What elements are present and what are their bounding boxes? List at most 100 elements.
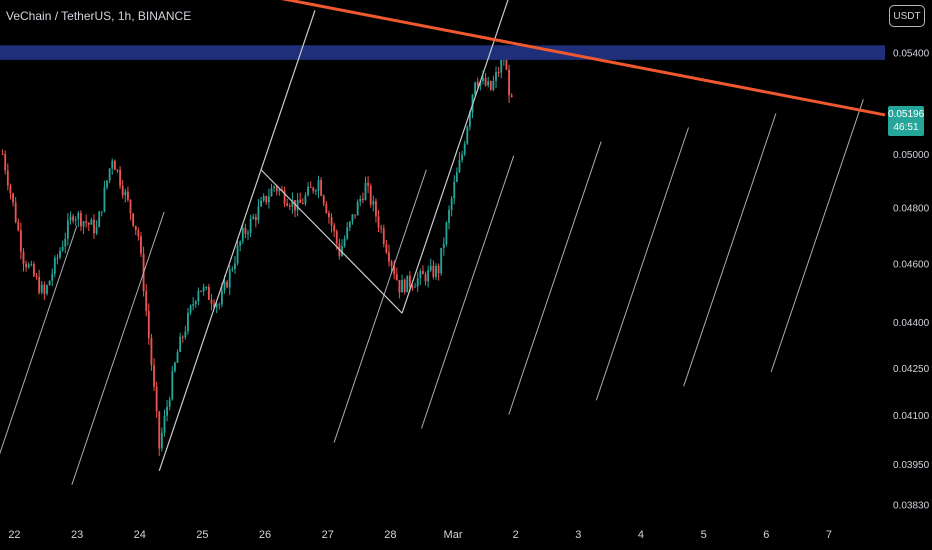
candle-body bbox=[226, 281, 229, 288]
resistance-zone bbox=[0, 45, 885, 60]
candle-body bbox=[495, 72, 497, 81]
candle-body bbox=[435, 265, 437, 277]
candle-body bbox=[351, 214, 354, 222]
candle-body bbox=[210, 299, 213, 304]
candle-body bbox=[87, 222, 90, 225]
candle-body bbox=[487, 81, 490, 86]
candle-body bbox=[442, 243, 445, 248]
x-tick-label: 6 bbox=[763, 529, 769, 541]
channel-rail bbox=[401, 0, 509, 314]
candle-body bbox=[124, 191, 127, 196]
candle-body bbox=[328, 213, 330, 218]
candle-body bbox=[103, 187, 106, 212]
x-tick-label: 24 bbox=[134, 529, 146, 541]
candle-body bbox=[140, 236, 142, 254]
candle-body bbox=[64, 238, 67, 247]
candle-body bbox=[348, 221, 351, 228]
candle-body bbox=[372, 201, 375, 205]
parallel-line bbox=[71, 211, 165, 486]
candle-body bbox=[377, 216, 380, 228]
currency-button[interactable]: USDT bbox=[889, 5, 925, 27]
candle-body bbox=[43, 284, 46, 294]
candle-body bbox=[275, 186, 278, 192]
candle-body bbox=[247, 232, 249, 234]
candle-body bbox=[236, 245, 239, 264]
candle-body bbox=[380, 227, 383, 229]
candle-body bbox=[150, 337, 153, 366]
candle-body bbox=[61, 246, 64, 251]
candle-body bbox=[252, 216, 255, 219]
candle-body bbox=[411, 286, 414, 288]
candle-body bbox=[375, 201, 377, 217]
y-tick-label: 0.04600 bbox=[893, 260, 930, 271]
candle-body bbox=[234, 263, 236, 270]
candle-body bbox=[187, 312, 189, 332]
candle-body bbox=[388, 252, 390, 262]
candle-body bbox=[108, 168, 111, 181]
candle-body bbox=[288, 205, 291, 207]
candle-body bbox=[27, 264, 30, 268]
candle-body bbox=[155, 386, 158, 412]
parallel-line bbox=[770, 99, 864, 373]
y-tick-label: 0.05400 bbox=[893, 49, 930, 60]
candle-body bbox=[335, 231, 338, 244]
candle-body bbox=[56, 257, 59, 259]
y-tick-label: 0.04800 bbox=[893, 204, 930, 215]
candle-body bbox=[416, 278, 419, 287]
y-tick-label: 0.04100 bbox=[893, 411, 930, 422]
candle-body bbox=[137, 230, 140, 237]
candle-body bbox=[145, 291, 148, 311]
x-tick-label: 22 bbox=[8, 529, 20, 541]
candle-body bbox=[385, 244, 388, 253]
candle-body bbox=[267, 196, 270, 203]
candle-body bbox=[239, 241, 242, 246]
candle-body bbox=[6, 170, 9, 186]
candle-body bbox=[111, 160, 114, 169]
channel-rail bbox=[158, 10, 316, 471]
parallel-line bbox=[683, 113, 777, 387]
candle-body bbox=[192, 304, 195, 306]
candle-body bbox=[291, 200, 294, 207]
candle-body bbox=[312, 187, 315, 192]
candle-body bbox=[116, 169, 119, 171]
candle-body bbox=[427, 270, 430, 282]
candle-body bbox=[463, 143, 466, 155]
candle-body bbox=[296, 199, 299, 211]
candle-body bbox=[241, 228, 244, 242]
candle-body bbox=[51, 273, 54, 281]
candle-body bbox=[395, 274, 398, 281]
candle-body bbox=[482, 78, 484, 82]
candle-body bbox=[69, 216, 72, 221]
candle-body bbox=[134, 225, 137, 231]
parallel-line bbox=[333, 169, 427, 443]
candle-body bbox=[171, 371, 174, 400]
candle-body bbox=[401, 279, 403, 293]
candle-body bbox=[510, 95, 513, 98]
candle-body bbox=[179, 336, 182, 352]
last-price: 0.05196 bbox=[888, 109, 925, 120]
candle-body bbox=[382, 228, 385, 245]
candle-body bbox=[343, 238, 346, 247]
candle-body bbox=[294, 200, 296, 211]
candle-body bbox=[113, 160, 116, 170]
y-tick-label: 0.03830 bbox=[893, 501, 930, 512]
candle-body bbox=[364, 182, 367, 200]
candle-body bbox=[22, 251, 25, 264]
candle-body bbox=[249, 218, 252, 233]
candle-body bbox=[461, 154, 463, 160]
x-tick-label: 3 bbox=[575, 529, 581, 541]
candle-body bbox=[30, 264, 33, 266]
candle-body bbox=[9, 185, 12, 194]
candle-body bbox=[90, 219, 93, 225]
candle-body bbox=[163, 415, 166, 433]
parallel-line bbox=[0, 225, 78, 455]
candle-body bbox=[19, 230, 22, 252]
candle-body bbox=[304, 195, 307, 204]
candle-body bbox=[398, 280, 401, 293]
candle-body bbox=[299, 199, 302, 204]
candle-body bbox=[147, 310, 150, 338]
candle-body bbox=[265, 195, 268, 203]
candle-body bbox=[484, 78, 487, 86]
candle-body bbox=[262, 195, 265, 201]
